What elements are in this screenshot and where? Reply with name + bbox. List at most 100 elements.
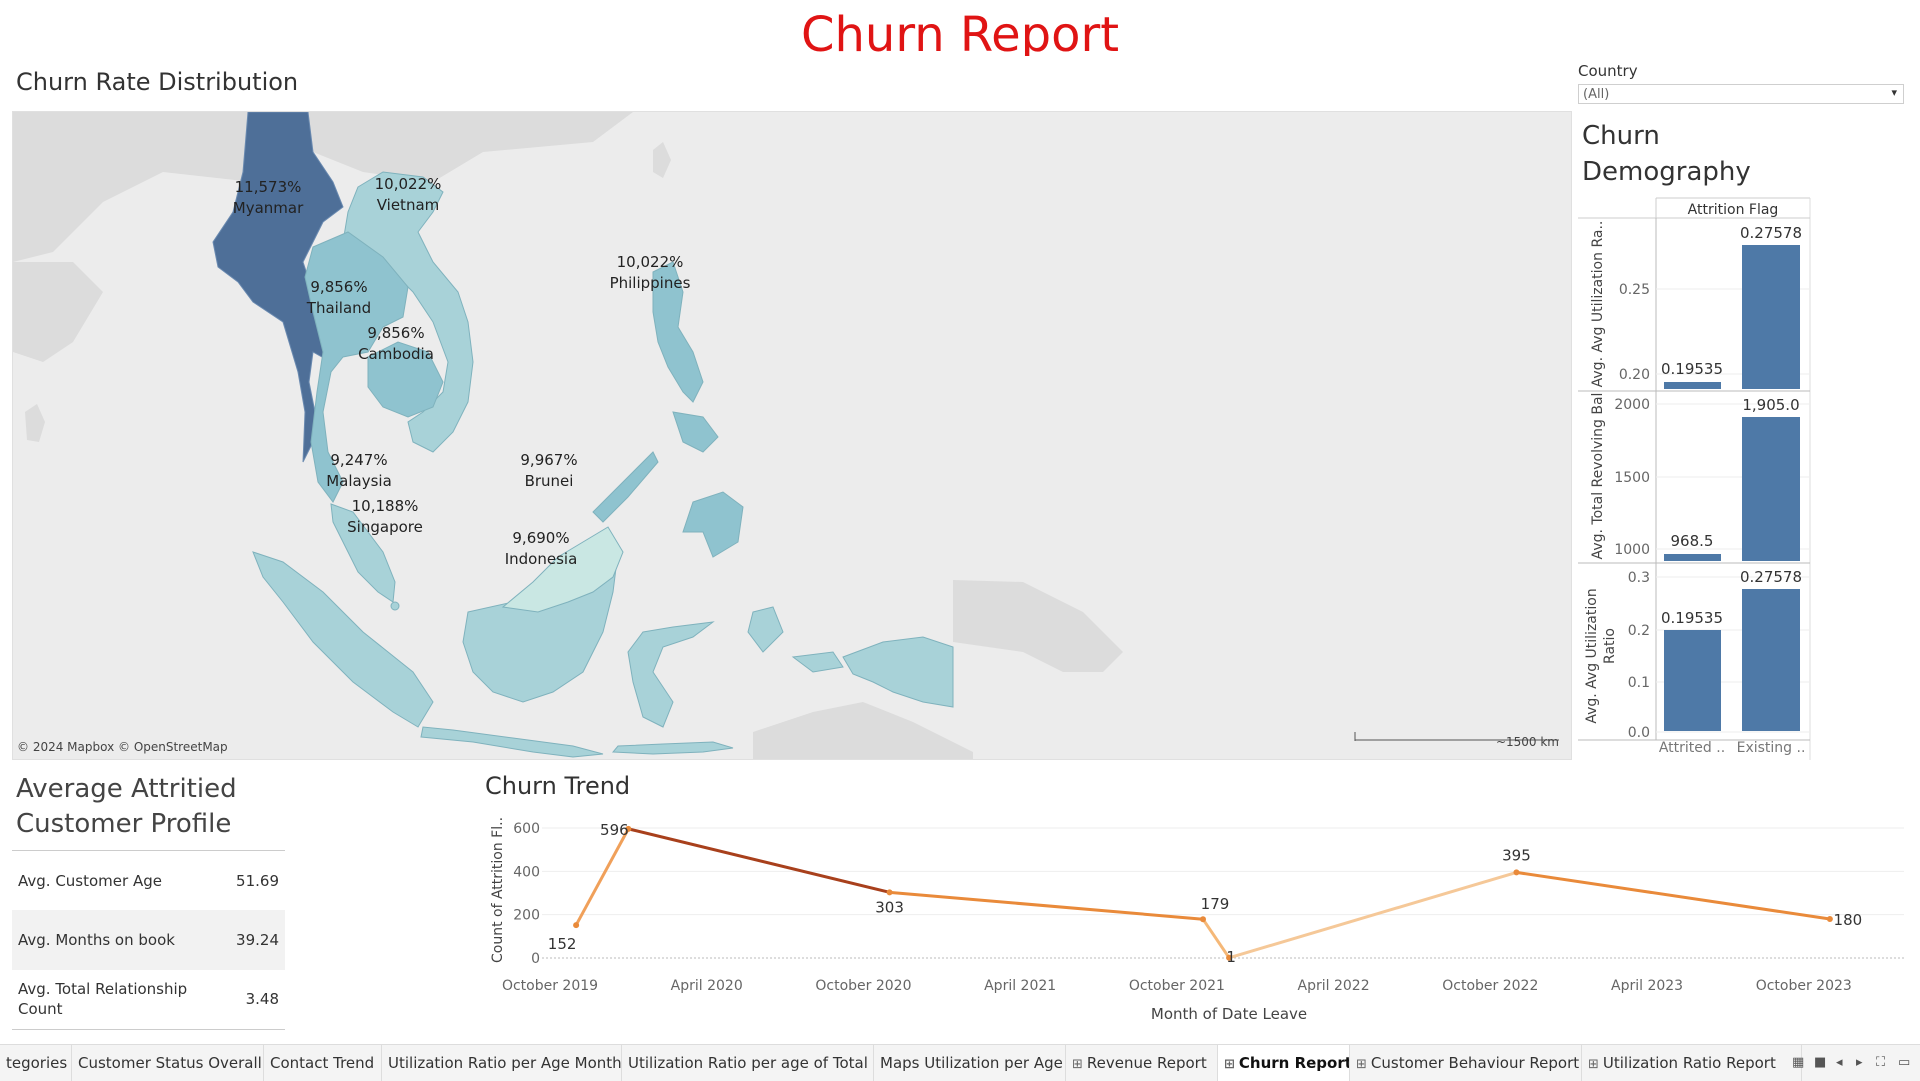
trend-data-label: 1 (1226, 948, 1236, 966)
region-indonesia-nusa[interactable] (611, 741, 734, 755)
map-canvas[interactable]: 11,573% Myanmar 10,022% Vietnam 10,022% … (13, 112, 1571, 759)
sheet-tab-label: Contact Trend (270, 1054, 375, 1072)
sheet-tab[interactable]: tegories (0, 1045, 72, 1081)
scale-label: ~1500 km (1496, 735, 1559, 749)
region-indonesia-papua[interactable] (842, 636, 954, 708)
trend-point[interactable] (625, 825, 632, 832)
profile-row-value: 39.24 (236, 931, 279, 949)
prev-icon[interactable]: ◂ (1836, 1055, 1843, 1070)
region-indonesia-sulawesi[interactable] (627, 621, 715, 728)
region-myanmar[interactable] (212, 112, 344, 463)
bar-attrited[interactable] (1664, 554, 1721, 561)
trend-data-label: 395 (1502, 846, 1531, 864)
trend-point[interactable] (573, 922, 580, 929)
dashboard-title: Churn Report (800, 7, 1120, 56)
trend-point[interactable] (1200, 916, 1206, 923)
trend-y-axis-label: Count of Attrition Fl.. (490, 817, 506, 963)
region-philippines-mindanao[interactable] (682, 491, 744, 558)
sheet-tab[interactable]: ⊞ Customer Behaviour Report (1350, 1045, 1582, 1081)
sheet-tab[interactable]: Contact Trend (264, 1045, 382, 1081)
trend-point[interactable] (1513, 869, 1520, 876)
sheet-tab-label: Utilization Ratio per Age Month (388, 1054, 622, 1072)
map-label-name: Philippines (610, 274, 691, 292)
grid-icon[interactable]: ▦ (1792, 1055, 1805, 1070)
profile-row: Avg. Customer Age 51.69 (12, 851, 285, 909)
region-philippines-luzon[interactable] (652, 261, 704, 403)
sheet-tab-label: Customer Status Overall (78, 1054, 262, 1072)
map-attribution[interactable]: © 2024 Mapbox © OpenStreetMap (17, 740, 228, 754)
next-icon[interactable]: ▸ (1856, 1055, 1863, 1070)
panel-tick: 0.3 (1628, 570, 1650, 586)
trend-title: Churn Trend (485, 772, 631, 800)
region-indonesia-sumatra[interactable] (252, 551, 434, 728)
map-label-name: Myanmar (233, 199, 304, 217)
sheet-tab[interactable]: ⊞ Churn Report (1218, 1045, 1350, 1081)
dashboard-icon: ⊞ (1588, 1057, 1599, 1072)
country-dropdown[interactable]: (All) ▾ (1578, 84, 1904, 104)
dashboard-icon: ⊞ (1072, 1057, 1083, 1072)
trend-x-tick: April 2020 (671, 978, 743, 994)
region-indonesia-moluccas[interactable] (747, 606, 784, 653)
churn-map[interactable]: 11,573% Myanmar 10,022% Vietnam 10,022% … (12, 111, 1572, 760)
demography-title: Churn Demography (1582, 118, 1751, 190)
sheet-tab[interactable]: Maps Utilization per Age (874, 1045, 1066, 1081)
dashboard-icon: ⊞ (1356, 1057, 1367, 1072)
profile-divider (12, 850, 285, 851)
present-icon[interactable]: ▭ (1898, 1055, 1911, 1070)
sheet-tab[interactable]: Utilization Ratio per age of Total ... (622, 1045, 874, 1081)
fullscreen-icon[interactable]: ⛶ (1876, 1055, 1886, 1070)
map-label-name: Singapore (347, 518, 423, 536)
profile-row-label: Avg. Months on book (18, 931, 175, 949)
sheet-tab-label: Churn Report (1238, 1054, 1350, 1072)
region-thailand[interactable] (304, 231, 409, 503)
panel-axis-label: Avg. Avg Utilization (1584, 588, 1600, 723)
map-title: Churn Rate Distribution (16, 68, 299, 96)
sheet-tab[interactable]: ⊞ Utilization Ratio Report (1582, 1045, 1802, 1081)
sheet-tab[interactable]: ⊞ Revenue Report (1066, 1045, 1218, 1081)
trend-line-segment (1228, 870, 1517, 960)
demography-panel-revolving-balance: Avg. Total Revolving Bal 2000 1500 1000 … (1590, 393, 1810, 561)
bar-existing[interactable] (1742, 589, 1800, 731)
trend-x-tick: April 2021 (984, 978, 1056, 994)
sheet-tab[interactable]: Customer Status Overall (72, 1045, 264, 1081)
region-philippines-palawan[interactable] (592, 451, 659, 523)
profile-row-value: 3.48 (245, 990, 279, 1008)
region-brunei[interactable] (501, 526, 624, 613)
region-cambodia[interactable] (367, 341, 444, 418)
region-indonesia-seram[interactable] (791, 651, 844, 673)
panel-tick: 0.0 (1628, 725, 1650, 741)
panel-axis-label: Ratio (1602, 628, 1618, 664)
demography-panel-utilization-ratio-2: Avg. Avg Utilization Ratio 0.3 0.2 0.1 0… (1584, 568, 1810, 741)
sheet-tab-label: Maps Utilization per Age (880, 1054, 1063, 1072)
bar-attrited[interactable] (1664, 630, 1721, 731)
region-philippines-visayas[interactable] (672, 411, 719, 453)
panel-axis-label: Avg. Avg Utilization Ra.. (1590, 221, 1606, 388)
sheet-tab-label: tegories (6, 1054, 68, 1072)
map-label-name: Vietnam (377, 196, 440, 214)
region-singapore[interactable] (390, 601, 400, 611)
profile-title-line2: Customer Profile (16, 809, 232, 839)
trend-data-label: 303 (875, 898, 904, 916)
category-label: Attrited .. (1659, 740, 1725, 756)
trend-point[interactable] (1226, 954, 1233, 961)
sheet-tab-bar: tegories Customer Status Overall Contact T… (0, 1044, 1920, 1081)
bar-value-label: 0.27578 (1740, 568, 1802, 586)
bar-existing[interactable] (1742, 417, 1800, 561)
map-label-value: 9,856% (310, 278, 367, 296)
chevron-down-icon[interactable]: ▾ (1891, 86, 1897, 99)
trend-x-tick: October 2022 (1442, 978, 1538, 994)
bar-existing[interactable] (1742, 245, 1800, 389)
trend-point[interactable] (886, 889, 893, 896)
bar-value-label: 968.5 (1671, 532, 1714, 550)
sheet-tab[interactable]: Utilization Ratio per Age Month (382, 1045, 622, 1081)
profile-row-label-cont: Count (18, 1000, 63, 1018)
filmstrip-icon[interactable]: ■ (1814, 1055, 1827, 1070)
demography-chart[interactable]: Attrition Flag Avg. Avg Utilization Ra..… (1578, 196, 1814, 764)
trend-chart[interactable]: Count of Attrition Fl.. Month of Date Le… (484, 808, 1920, 1034)
demography-panel-utilization-ratio: Avg. Avg Utilization Ra.. 0.25 0.20 0.19… (1590, 221, 1810, 389)
bar-attrited[interactable] (1664, 382, 1721, 389)
trend-point[interactable] (1826, 916, 1833, 922)
region-indonesia-java[interactable] (420, 726, 604, 758)
profile-row-label: Avg. Total Relationship (18, 980, 188, 998)
country-filter-label: Country (1578, 62, 1638, 80)
